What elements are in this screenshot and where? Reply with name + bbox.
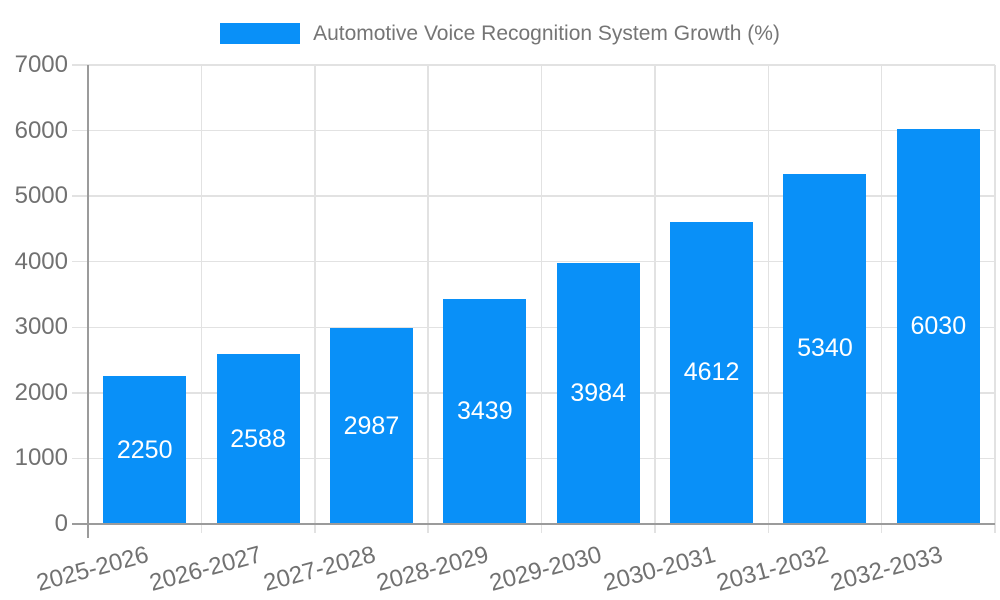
gridline-vertical <box>994 65 996 524</box>
x-tick-label: 2027-2028 <box>260 541 379 597</box>
y-tick-label: 5000 <box>14 182 68 210</box>
bar-value-label: 2588 <box>230 424 286 453</box>
bar-value-label: 3439 <box>457 396 513 425</box>
x-tick-mark <box>767 524 769 533</box>
gridline-vertical <box>427 65 429 524</box>
bar[interactable]: 2987 <box>329 328 413 524</box>
y-tick-label: 1000 <box>14 444 68 472</box>
y-tick-mark <box>72 392 88 394</box>
y-tick-mark <box>72 129 88 132</box>
gridline-vertical <box>654 65 656 524</box>
x-tick-mark <box>994 524 996 533</box>
bar-value-label: 4612 <box>683 358 740 387</box>
bar[interactable]: 2250 <box>103 376 187 524</box>
x-tick-label: 2026-2027 <box>146 541 265 597</box>
x-tick-mark <box>540 524 543 533</box>
gridline-vertical <box>314 65 316 524</box>
y-tick-mark <box>72 260 88 263</box>
gridline-vertical <box>767 65 769 524</box>
x-tick-mark <box>314 524 316 533</box>
gridline-vertical <box>540 65 543 524</box>
bar-value-label: 2250 <box>116 435 173 464</box>
x-tick-label: 2029-2030 <box>487 541 605 597</box>
y-tick-label: 7000 <box>14 51 68 78</box>
y-axis-line <box>87 65 89 538</box>
gridline-vertical <box>200 65 203 524</box>
y-tick-label: 2000 <box>14 378 68 406</box>
bar-value-label: 3984 <box>570 378 626 407</box>
y-tick-mark <box>72 326 88 329</box>
bar-value-label: 2987 <box>343 411 400 440</box>
x-tick-label: 2031-2032 <box>713 541 832 597</box>
y-tick-mark <box>72 457 88 460</box>
y-tick-mark <box>72 64 88 66</box>
x-tick-label: 2030-2031 <box>600 541 719 597</box>
y-tick-label: 4000 <box>14 247 68 275</box>
x-axis-line <box>72 523 995 525</box>
x-tick-mark <box>427 524 429 533</box>
legend-swatch <box>220 23 301 44</box>
legend-label: Automotive Voice Recognition System Grow… <box>313 21 780 45</box>
bar[interactable]: 4612 <box>670 221 754 524</box>
y-tick-label: 3000 <box>14 313 68 341</box>
x-tick-mark <box>880 524 883 533</box>
bar-value-label: 5340 <box>797 334 853 363</box>
gridline-vertical <box>880 65 883 524</box>
x-tick-label: 2025-2026 <box>33 541 152 597</box>
chart-legend[interactable]: Automotive Voice Recognition System Grow… <box>0 20 1000 47</box>
bar[interactable]: 6030 <box>896 128 980 524</box>
bar-value-label: 6030 <box>910 311 967 340</box>
x-tick-label: 2028-2029 <box>373 541 492 597</box>
x-tick-label: 2032-2033 <box>827 541 946 597</box>
bar[interactable]: 3984 <box>556 262 640 524</box>
x-tick-mark <box>654 524 656 533</box>
plot-area: 2250 2588 2987 3439 3984 4612 5340 6030 <box>72 64 996 538</box>
y-tick-label: 0 <box>54 510 68 537</box>
bar[interactable]: 3439 <box>443 298 527 524</box>
bar[interactable]: 5340 <box>783 173 867 524</box>
y-tick-mark <box>72 195 88 197</box>
x-tick-mark <box>200 524 203 533</box>
y-tick-label: 6000 <box>14 116 68 144</box>
bar[interactable]: 2588 <box>216 354 300 524</box>
